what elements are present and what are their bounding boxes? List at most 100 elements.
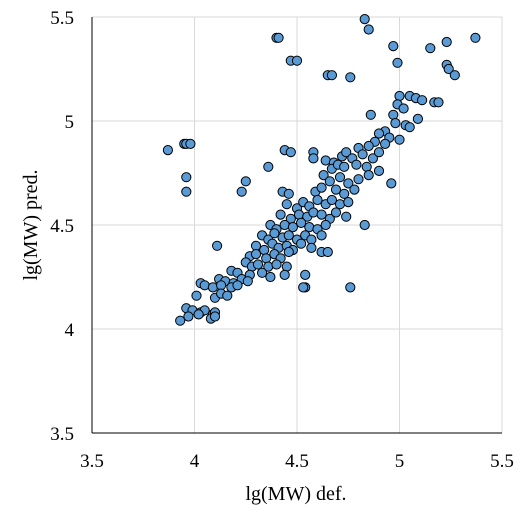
data-point bbox=[345, 282, 356, 293]
data-point bbox=[339, 188, 350, 199]
data-point bbox=[316, 182, 327, 193]
data-point bbox=[193, 309, 204, 320]
data-point bbox=[361, 161, 372, 172]
data-point bbox=[273, 32, 284, 43]
data-point bbox=[296, 217, 307, 228]
x-tick-label: 4 bbox=[190, 451, 200, 472]
data-point bbox=[351, 159, 362, 170]
data-point bbox=[345, 72, 356, 83]
data-point bbox=[320, 219, 331, 231]
data-point bbox=[236, 186, 247, 197]
data-point bbox=[341, 211, 352, 222]
data-point bbox=[308, 207, 319, 218]
y-tick-label: 4 bbox=[65, 320, 75, 341]
data-point bbox=[470, 32, 481, 43]
data-point bbox=[394, 90, 405, 102]
data-point bbox=[162, 145, 173, 156]
data-point bbox=[175, 315, 186, 326]
data-point bbox=[363, 170, 374, 181]
data-point bbox=[240, 176, 251, 187]
data-point bbox=[296, 238, 307, 249]
data-point bbox=[433, 97, 444, 108]
data-point bbox=[298, 282, 309, 293]
data-point bbox=[363, 24, 374, 35]
data-point bbox=[373, 165, 385, 176]
data-point bbox=[285, 147, 296, 158]
data-point bbox=[412, 113, 423, 125]
data-points bbox=[162, 14, 481, 326]
data-point bbox=[185, 138, 196, 149]
data-point bbox=[212, 240, 223, 251]
data-point bbox=[334, 199, 346, 210]
data-point bbox=[265, 271, 276, 283]
data-point bbox=[191, 290, 202, 301]
x-tick-label: 5.5 bbox=[490, 451, 514, 472]
data-point bbox=[316, 230, 327, 241]
data-point bbox=[380, 138, 391, 149]
data-point bbox=[283, 246, 294, 258]
data-point bbox=[363, 140, 374, 152]
data-point bbox=[318, 170, 329, 181]
data-point bbox=[281, 199, 292, 210]
data-point bbox=[359, 219, 370, 231]
data-point bbox=[334, 172, 346, 183]
data-point bbox=[271, 259, 282, 270]
data-point bbox=[222, 290, 233, 301]
axes bbox=[91, 17, 502, 434]
y-tick-label: 5 bbox=[65, 112, 75, 133]
data-point bbox=[291, 55, 303, 66]
data-point bbox=[320, 155, 331, 166]
data-point bbox=[242, 276, 253, 287]
data-point bbox=[306, 242, 317, 253]
tick-labels: 3.5 4 4.5 5 5.5 3.5 4 4.5 5 5.5 bbox=[50, 8, 514, 472]
data-point bbox=[353, 174, 364, 185]
x-tick-label: 4.5 bbox=[285, 451, 309, 472]
data-point bbox=[390, 118, 401, 129]
data-point bbox=[183, 311, 194, 322]
data-point bbox=[388, 41, 399, 52]
data-point bbox=[326, 70, 337, 81]
data-point bbox=[283, 188, 294, 199]
data-point bbox=[339, 161, 350, 172]
data-point bbox=[326, 194, 337, 206]
data-point bbox=[281, 261, 292, 272]
y-tick-label: 4.5 bbox=[50, 216, 74, 237]
data-point bbox=[365, 109, 376, 120]
data-point bbox=[207, 282, 218, 293]
data-point bbox=[275, 209, 286, 220]
data-point bbox=[300, 269, 311, 280]
data-point bbox=[257, 267, 268, 278]
data-point bbox=[283, 230, 294, 241]
data-point bbox=[304, 222, 315, 233]
data-point bbox=[343, 197, 354, 208]
data-point bbox=[373, 147, 385, 158]
data-point bbox=[263, 161, 274, 172]
data-point bbox=[308, 153, 319, 164]
data-point bbox=[181, 186, 192, 197]
data-point bbox=[250, 249, 262, 260]
data-point bbox=[357, 149, 368, 160]
data-point bbox=[359, 14, 370, 25]
data-point bbox=[417, 95, 428, 106]
data-point bbox=[209, 311, 221, 322]
data-point bbox=[392, 57, 403, 68]
data-point bbox=[373, 128, 385, 139]
data-point bbox=[388, 109, 399, 120]
data-point bbox=[252, 259, 264, 270]
data-point bbox=[449, 70, 460, 81]
data-point bbox=[330, 184, 342, 195]
data-point bbox=[443, 63, 454, 75]
data-point bbox=[279, 219, 290, 231]
data-point bbox=[232, 280, 243, 291]
x-tick-label: 3.5 bbox=[80, 451, 104, 472]
data-point bbox=[322, 246, 333, 258]
x-axis-title: lg(MW) def. bbox=[245, 483, 346, 505]
data-point bbox=[287, 222, 298, 233]
data-point bbox=[394, 134, 405, 145]
data-point bbox=[279, 269, 290, 280]
data-point bbox=[199, 280, 210, 291]
y-axis-title: lg(MW) pred. bbox=[20, 169, 42, 280]
x-tick-label: 5 bbox=[395, 451, 405, 472]
y-tick-label: 5.5 bbox=[50, 8, 74, 29]
data-point bbox=[367, 153, 378, 164]
